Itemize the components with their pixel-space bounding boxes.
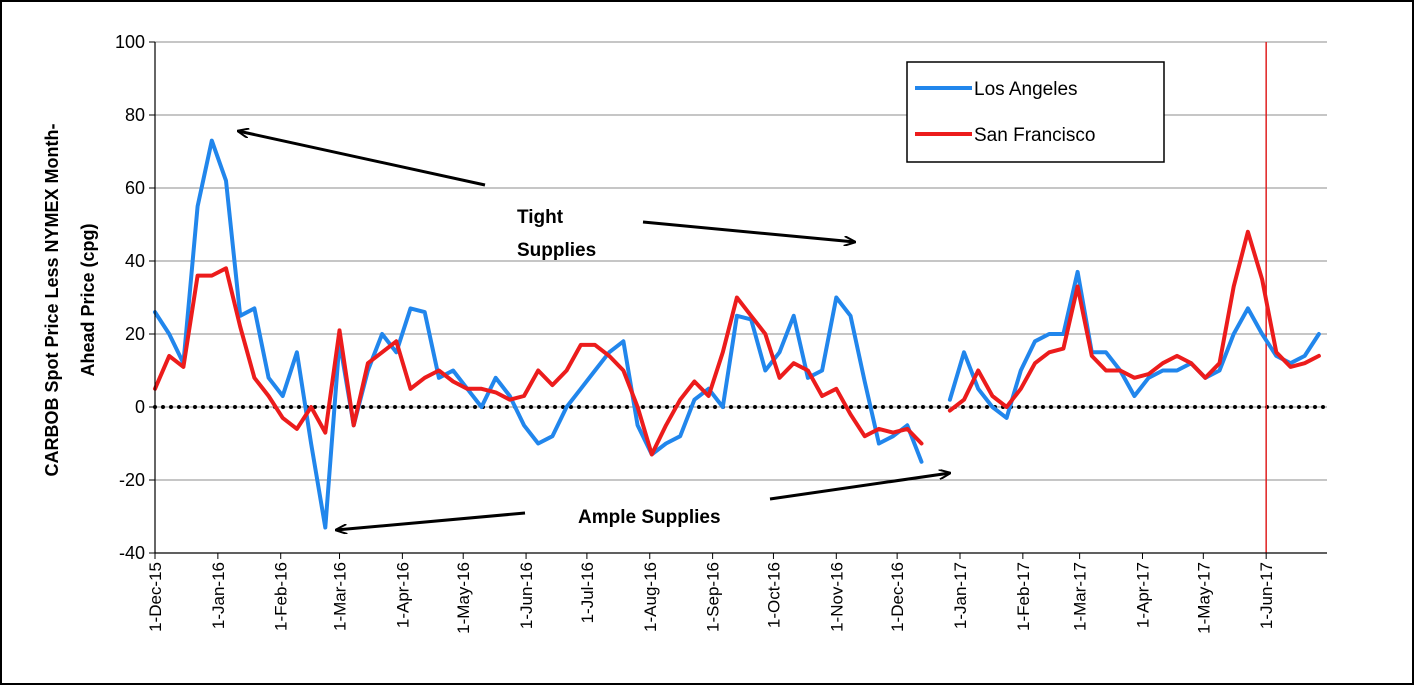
annotation-arrows <box>238 131 950 530</box>
x-tick-label: 1-Feb-16 <box>272 562 291 631</box>
y-tick-label: 100 <box>115 32 145 52</box>
x-tick-label: 1-Apr-16 <box>393 562 412 628</box>
y-tick-label: 60 <box>125 178 145 198</box>
y-tick-label: 0 <box>135 397 145 417</box>
y-tick-label: 40 <box>125 251 145 271</box>
y-axis-label: CARBOB Spot Price Less NYMEX Month- <box>42 123 62 476</box>
arrow <box>336 511 526 530</box>
x-tick-label: 1-Nov-16 <box>827 562 846 632</box>
x-tick-label: 1-Jun-17 <box>1257 562 1276 629</box>
annotation: Tight <box>517 207 564 228</box>
x-tick-label: 1-May-17 <box>1194 562 1213 634</box>
x-tick-label: 1-Jan-17 <box>951 562 970 629</box>
arrow <box>769 473 950 501</box>
x-tick-label: 1-Aug-16 <box>641 562 660 632</box>
x-tick-label: 1-Jul-16 <box>578 562 597 623</box>
arrow <box>238 131 486 187</box>
arrow <box>642 220 855 242</box>
x-tick-label: 1-Oct-16 <box>764 562 783 628</box>
y-tick-label: 80 <box>125 105 145 125</box>
x-tick-label: 1-Mar-16 <box>331 562 350 631</box>
annotation: Supplies <box>517 240 596 261</box>
x-tick-label: 1-Jan-16 <box>209 562 228 629</box>
x-tick-label: 1-May-16 <box>454 562 473 634</box>
legend-box <box>906 61 1165 163</box>
legend-label: Los Angeles <box>974 79 1078 100</box>
y-axis-label: Ahead Price (cpg) <box>78 223 98 376</box>
annotation: Ample Supplies <box>578 507 721 528</box>
x-tick-label: 1-Mar-17 <box>1071 562 1090 631</box>
x-tick-label: 1-Dec-15 <box>146 562 165 632</box>
series-line <box>153 229 1321 457</box>
legend-label: San Francisco <box>974 125 1095 146</box>
x-tick-label: 1-Apr-17 <box>1133 562 1152 628</box>
x-tick-label: 1-Sep-16 <box>704 562 723 632</box>
x-tick-label: 1-Dec-16 <box>888 562 907 632</box>
y-tick-label: -40 <box>119 543 145 563</box>
x-tick-label: 1-Feb-17 <box>1014 562 1033 631</box>
y-tick-label: -20 <box>119 470 145 490</box>
y-tick-label: 20 <box>125 324 145 344</box>
x-tick-label: 1-Jun-16 <box>517 562 536 629</box>
